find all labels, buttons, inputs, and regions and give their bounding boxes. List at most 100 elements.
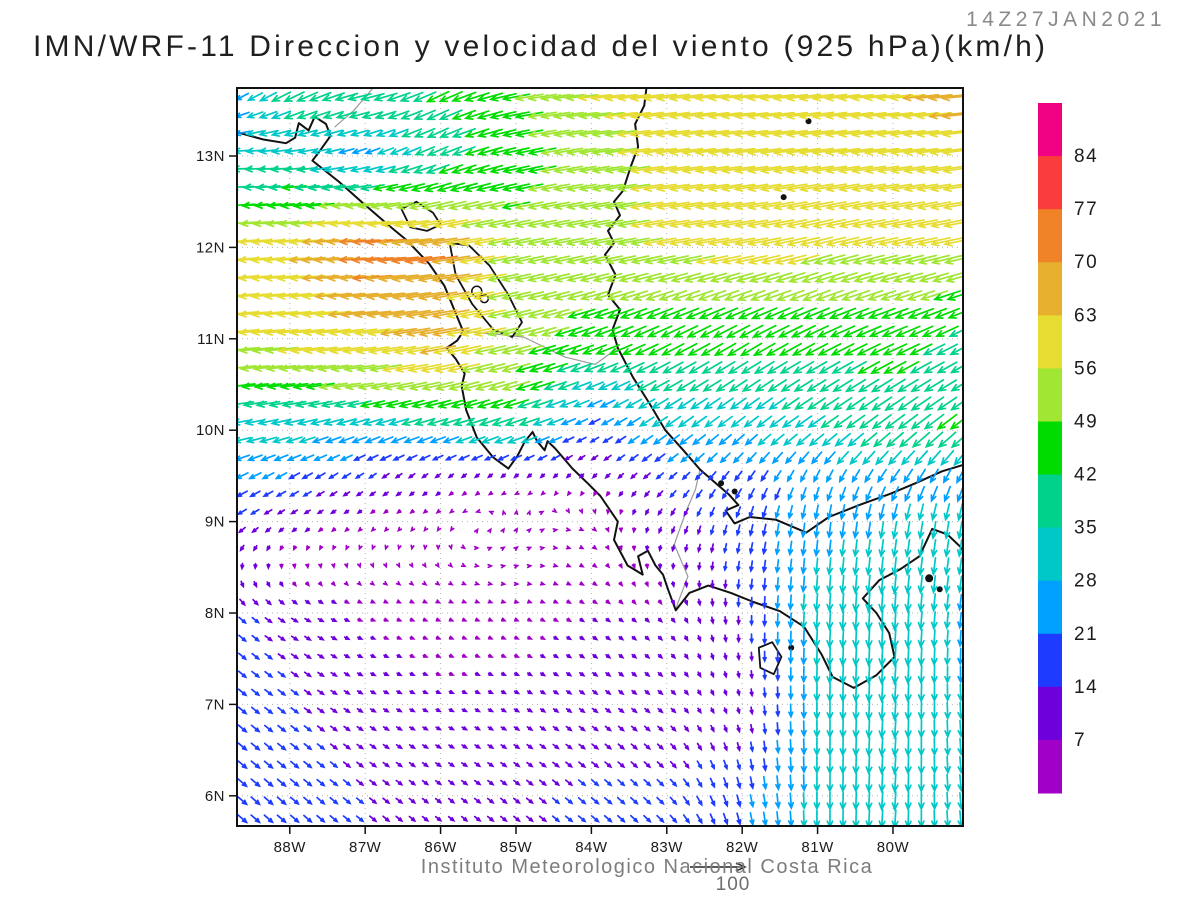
wind-arrow <box>839 791 847 812</box>
wind-arrow <box>944 683 951 703</box>
wind-arrow <box>606 509 611 516</box>
wind-arrow <box>580 326 608 337</box>
wind-arrow <box>618 527 624 534</box>
wind-arrow <box>448 581 454 586</box>
wind-arrow <box>677 415 695 428</box>
wind-arrow <box>486 291 519 301</box>
wind-arrow <box>864 236 899 247</box>
wind-arrow <box>461 617 468 622</box>
wind-arrow <box>671 290 701 302</box>
wind-arrow <box>369 743 378 750</box>
wind-arrow <box>839 254 872 265</box>
wind-arrow <box>263 778 274 788</box>
wind-arrow <box>682 489 690 499</box>
wind-arrow <box>781 415 800 429</box>
wind-arrow <box>709 759 715 771</box>
wind-arrow <box>762 687 767 699</box>
wind-arrow <box>698 307 726 320</box>
wind-arrow <box>943 611 951 630</box>
wind-arrow <box>536 454 548 461</box>
wind-arrow <box>882 343 908 356</box>
wind-arrow <box>251 634 261 642</box>
wind-arrow <box>858 396 880 411</box>
wind-arrow <box>448 508 455 514</box>
wind-arrow <box>416 436 433 444</box>
wind-arrow <box>539 581 546 586</box>
wind-arrow <box>662 379 683 392</box>
wind-arrow <box>643 490 651 498</box>
wind-arrow <box>625 416 642 427</box>
wind-arrow <box>480 435 499 444</box>
wind-arrow <box>351 436 368 444</box>
wind-arrow <box>688 361 710 374</box>
wind-arrow <box>944 665 951 685</box>
wind-arrow <box>858 414 879 430</box>
wind-arrow <box>409 635 416 640</box>
wind-arrow <box>290 742 300 751</box>
wind-arrow <box>514 129 544 138</box>
wind-arrow <box>566 653 573 659</box>
wind-arrow <box>412 91 437 103</box>
wind-arrow <box>644 689 651 696</box>
wind-arrow <box>775 739 781 755</box>
wind-arrow <box>782 433 798 447</box>
wind-arrow <box>527 635 534 640</box>
wind-arrow <box>762 289 792 302</box>
wind-arrow <box>266 382 296 390</box>
wind-arrow <box>577 815 587 823</box>
wind-arrow <box>382 580 389 586</box>
wind-arrow <box>852 718 860 740</box>
wind-arrow <box>624 398 643 409</box>
wind-arrow <box>826 486 833 502</box>
wind-arrow <box>643 814 652 824</box>
wind-arrow <box>735 542 741 555</box>
wind-arrow <box>551 815 561 823</box>
wind-arrow <box>435 617 442 622</box>
wind-arrow <box>852 773 860 794</box>
wind-arrow <box>331 382 362 391</box>
wind-arrow <box>336 165 357 173</box>
wind-arrow <box>237 365 257 369</box>
wind-arrow <box>839 719 847 739</box>
wind-arrow <box>396 689 403 695</box>
wind-arrow <box>303 796 313 806</box>
wind-arrow <box>800 665 807 684</box>
wind-arrow <box>474 599 481 604</box>
wind-arrow <box>823 451 836 465</box>
wind-arrow <box>813 701 821 721</box>
wind-arrow <box>826 737 834 757</box>
wind-arrow <box>710 598 715 608</box>
wind-arrow <box>917 628 925 649</box>
wind-arrow <box>500 527 506 534</box>
wind-arrow <box>941 148 963 156</box>
wind-arrow <box>447 562 454 568</box>
wind-arrow <box>513 779 521 786</box>
wind-arrow <box>513 743 521 750</box>
wind-arrow <box>577 454 586 461</box>
wind-arrow <box>486 546 493 551</box>
wind-arrow <box>290 635 300 641</box>
wind-arrow <box>904 773 912 794</box>
wind-arrow <box>709 813 716 826</box>
wind-arrow <box>514 509 519 516</box>
wind-arrow <box>684 562 689 571</box>
wind-arrow <box>515 380 543 391</box>
wind-arrow <box>318 382 348 391</box>
wind-arrow <box>237 688 248 697</box>
wind-arrow <box>520 435 538 444</box>
wind-arrow <box>715 379 735 392</box>
wind-arrow <box>356 690 364 695</box>
wind-arrow <box>604 219 637 229</box>
wind-arrow <box>859 432 878 448</box>
wind-arrow <box>564 779 574 787</box>
wind-arrow <box>866 272 898 283</box>
wind-arrow <box>539 129 571 138</box>
wind-arrow <box>540 617 547 622</box>
wind-arrow <box>670 272 702 283</box>
wind-arrow <box>774 577 781 593</box>
wind-arrow <box>487 708 495 713</box>
wind-arrow <box>539 708 547 713</box>
wind-arrow <box>891 646 899 668</box>
wind-arrow <box>460 779 469 786</box>
